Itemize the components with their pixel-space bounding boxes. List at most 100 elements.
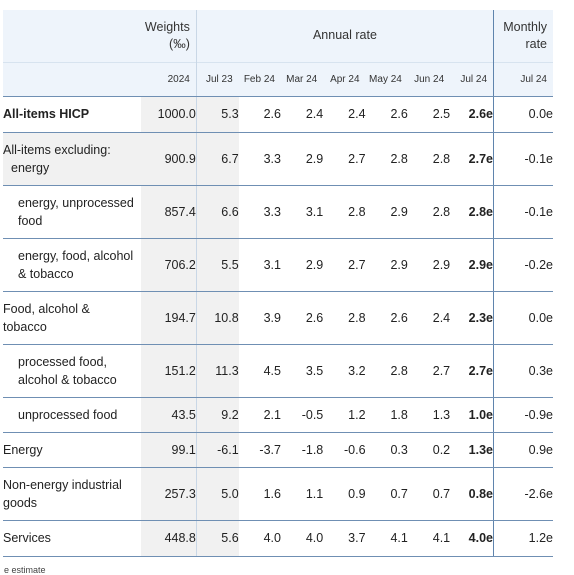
annual-rate-cell: 10.8: [195, 291, 239, 345]
header-annual-rate: Annual rate: [195, 10, 494, 62]
monthly-rate-cell: 0.9e: [493, 432, 553, 468]
row-label-line: tobacco: [3, 319, 47, 334]
annual-rate-cell: 6.7: [195, 132, 239, 186]
table-row: energy, unprocessed food 857.4 6.6 3.3 3.1 2.8…: [3, 185, 553, 239]
row-label-line: Services: [3, 531, 51, 545]
table-row: Services 448.8 5.6 4.0 4.0 3.7 4.1 4.1 4.0e 1.2e: [3, 520, 553, 557]
annual-rate-cell: 4.0e: [450, 520, 494, 557]
annual-rate-cell: 0.3: [365, 432, 408, 468]
row-label-line: goods: [3, 495, 38, 510]
annual-rate-cell: -6.1: [195, 432, 239, 468]
weight-cell: 257.3: [140, 467, 197, 521]
annual-rate-cell: 0.7: [365, 467, 408, 521]
annual-rate-cell: 2.8: [365, 344, 408, 398]
table-row: energy, food, alcohol & tobacco 706.2 5.5 3.…: [3, 238, 553, 292]
weight-cell: 99.1: [140, 432, 197, 468]
table-row: processed food, alcohol & tobacco 151.2 11.…: [3, 344, 553, 398]
monthly-rate-cell: 0.3e: [493, 344, 553, 398]
annual-rate-cell: 2.5: [407, 96, 451, 133]
monthly-rate-cell: -0.1e: [493, 132, 553, 186]
annual-rate-cell: 6.6: [195, 185, 239, 239]
annual-rate-cell: 4.1: [365, 520, 408, 557]
row-label-line: All-items HICP: [3, 107, 90, 121]
annual-rate-cell: 1.8: [365, 397, 408, 433]
footnote: e estimate: [4, 565, 46, 575]
annual-rate-cell: 2.9e: [450, 238, 494, 292]
header-period: Jul 24: [450, 61, 494, 97]
annual-rate-cell: 11.3: [195, 344, 239, 398]
table-row: Non-energy industrial goods 257.3 5.0 1.6 1.1…: [3, 467, 553, 521]
row-label: energy, unprocessed food: [3, 185, 141, 239]
header-blank: [3, 61, 141, 97]
annual-rate-cell: 4.0: [238, 520, 281, 557]
row-label-line: energy, unprocessed: [18, 195, 134, 210]
annual-rate-cell: 2.3e: [450, 291, 494, 345]
annual-rate-cell: 3.1: [280, 185, 324, 239]
monthly-rate-cell: -0.1e: [493, 185, 553, 239]
header-weights-year: 2024: [140, 61, 197, 97]
annual-rate-cell: 3.1: [238, 238, 281, 292]
header-row-top: Weights (‰) Annual rate Monthly rate: [3, 10, 553, 62]
annual-rate-cell: 2.8: [407, 132, 451, 186]
row-label-line: food: [18, 213, 43, 228]
monthly-rate-cell: -0.2e: [493, 238, 553, 292]
annual-rate-cell: 0.2: [407, 432, 451, 468]
weight-cell: 194.7: [140, 291, 197, 345]
monthly-rate-cell: -2.6e: [493, 467, 553, 521]
annual-rate-cell: 0.8e: [450, 467, 494, 521]
annual-rate-cell: -1.8: [280, 432, 324, 468]
annual-rate-cell: 2.9: [365, 185, 408, 239]
annual-rate-cell: -0.6: [323, 432, 366, 468]
annual-rate-cell: 2.7: [323, 238, 366, 292]
annual-rate-cell: -3.7: [238, 432, 281, 468]
annual-rate-cell: 3.5: [280, 344, 324, 398]
header-period: Jul 23: [195, 61, 239, 97]
row-label-line: unprocessed food: [18, 407, 118, 422]
row-label: Energy: [3, 432, 141, 468]
row-label: All-items HICP: [3, 96, 141, 133]
annual-rate-cell: 2.8: [407, 185, 451, 239]
annual-rate-cell: 5.5: [195, 238, 239, 292]
annual-rate-cell: 1.0e: [450, 397, 494, 433]
annual-rate-cell: 2.6: [365, 96, 408, 133]
annual-rate-cell: 1.6: [238, 467, 281, 521]
annual-rate-cell: 2.8: [323, 291, 366, 345]
annual-rate-cell: 2.7e: [450, 344, 494, 398]
annual-rate-cell: 2.7e: [450, 132, 494, 186]
weight-cell: 900.9: [140, 132, 197, 186]
annual-rate-cell: 3.3: [238, 185, 281, 239]
table-row: Energy 99.1 -6.1 -3.7 -1.8 -0.6 0.3 0.2 1.3e 0.9e: [3, 432, 553, 468]
annual-rate-cell: 1.3: [407, 397, 451, 433]
annual-rate-cell: 2.6: [280, 291, 324, 345]
row-label: Non-energy industrial goods: [3, 467, 141, 521]
annual-rate-cell: 5.0: [195, 467, 239, 521]
weight-cell: 706.2: [140, 238, 197, 292]
header-blank: [3, 10, 141, 62]
annual-rate-cell: 2.7: [323, 132, 366, 186]
row-label: All-items excluding: energy: [3, 132, 141, 186]
annual-rate-cell: 2.9: [280, 238, 324, 292]
monthly-rate-cell: 0.0e: [493, 291, 553, 345]
annual-rate-cell: 0.7: [407, 467, 451, 521]
annual-rate-cell: 2.8: [323, 185, 366, 239]
header-period: Mar 24: [280, 61, 324, 97]
annual-rate-cell: 1.1: [280, 467, 324, 521]
annual-rate-cell: 2.7: [407, 344, 451, 398]
weight-cell: 1000.0: [140, 96, 197, 133]
annual-rate-cell: 2.8e: [450, 185, 494, 239]
monthly-rate-cell: 0.0e: [493, 96, 553, 133]
annual-rate-cell: 2.6: [365, 291, 408, 345]
annual-rate-cell: 0.9: [323, 467, 366, 521]
row-label-line: Food, alcohol &: [3, 301, 90, 316]
annual-rate-cell: 2.6: [238, 96, 281, 133]
annual-rate-cell: 2.4: [323, 96, 366, 133]
row-label-line: processed food,: [18, 354, 107, 369]
header-weights: Weights (‰): [140, 10, 197, 62]
annual-rate-cell: 5.6: [195, 520, 239, 557]
table-row: All-items HICP 1000.0 5.3 2.6 2.4 2.4 2.6 2.5 2.…: [3, 96, 553, 133]
annual-rate-cell: 4.5: [238, 344, 281, 398]
annual-rate-cell: 4.1: [407, 520, 451, 557]
header-period: Apr 24: [323, 61, 366, 97]
weight-cell: 448.8: [140, 520, 197, 557]
